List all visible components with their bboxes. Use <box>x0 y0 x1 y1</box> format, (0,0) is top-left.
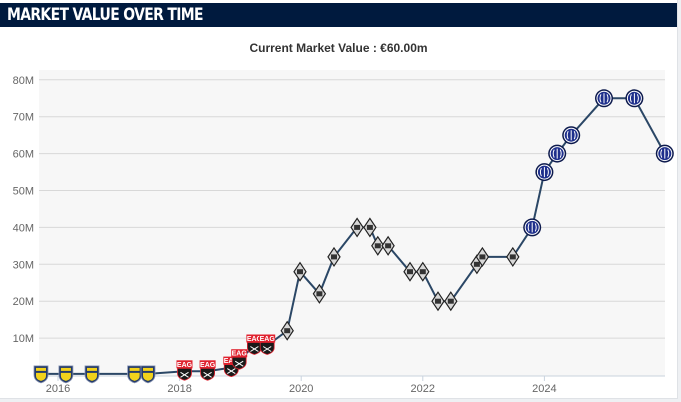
gladbach-crest-icon[interactable] <box>475 246 490 267</box>
gladbach-crest-icon[interactable] <box>371 235 385 256</box>
eag-crest-icon[interactable]: EAG <box>231 349 248 370</box>
x-tick-label: 2016 <box>46 383 70 395</box>
sochaux-crest-icon[interactable] <box>84 365 100 384</box>
svg-text:EAG: EAG <box>260 336 276 343</box>
x-tick-label: 2018 <box>167 383 191 395</box>
gladbach-crest-icon[interactable] <box>363 217 377 238</box>
gladbach-crest-icon[interactable] <box>506 246 520 267</box>
y-tick-label: 30M <box>13 259 34 271</box>
inter-crest-icon[interactable] <box>548 144 567 163</box>
svg-text:EAG: EAG <box>232 351 248 358</box>
gladbach-crest-icon[interactable] <box>381 235 395 256</box>
eag-crest-icon[interactable]: EAG <box>176 360 193 381</box>
svg-text:EAG: EAG <box>177 362 193 369</box>
y-axis-ticks: 10M 20M 30M 40M 50M 60M 70M 80M <box>13 75 34 345</box>
section-header: MARKET VALUE OVER TIME <box>0 3 677 27</box>
y-tick-label: 40M <box>13 222 34 234</box>
gladbach-crest-icon[interactable] <box>444 291 458 312</box>
x-tick-label: 2024 <box>532 383 556 395</box>
plot-background <box>39 70 665 376</box>
eag-crest-icon[interactable]: EAG <box>199 360 216 381</box>
gladbach-crest-icon[interactable] <box>350 217 364 238</box>
sochaux-crest-icon[interactable] <box>140 365 156 384</box>
y-tick-label: 70M <box>13 112 34 124</box>
gladbach-crest-icon[interactable] <box>403 261 417 282</box>
x-axis-ticks: 2016 2018 2020 2022 2024 <box>46 376 557 395</box>
gladbach-crest-icon[interactable] <box>416 261 430 282</box>
x-tick-label: 2020 <box>289 383 313 395</box>
section-title: MARKET VALUE OVER TIME <box>7 5 203 25</box>
y-tick-label: 10M <box>13 333 34 345</box>
inter-crest-icon[interactable] <box>595 89 613 108</box>
svg-text:EAG: EAG <box>200 362 216 369</box>
gladbach-crest-icon[interactable] <box>293 261 307 282</box>
current-market-value: Current Market Value : €60.00m <box>249 41 428 55</box>
inter-crest-icon[interactable] <box>523 218 542 237</box>
x-tick-label: 2022 <box>411 383 435 395</box>
y-tick-label: 60M <box>13 149 34 161</box>
y-tick-label: 20M <box>13 296 34 308</box>
inter-crest-icon[interactable] <box>562 126 581 145</box>
svg-text:EAG: EAG <box>247 336 263 343</box>
gladbach-crest-icon[interactable] <box>280 320 294 341</box>
gladbach-crest-icon[interactable] <box>327 246 341 267</box>
sochaux-crest-icon[interactable] <box>33 365 49 384</box>
inter-crest-icon[interactable] <box>625 89 644 108</box>
y-tick-label: 50M <box>13 186 34 198</box>
sochaux-crest-icon[interactable] <box>127 365 143 384</box>
eag-crest-icon[interactable]: EAG <box>259 334 276 355</box>
svg-text:EAG: EAG <box>224 358 240 365</box>
inter-crest-icon[interactable] <box>655 144 674 163</box>
sochaux-crest-icon[interactable] <box>58 365 74 384</box>
gladbach-crest-icon[interactable] <box>431 291 445 312</box>
inter-crest-icon[interactable] <box>535 163 554 182</box>
y-tick-label: 80M <box>13 75 34 87</box>
gladbach-crest-icon[interactable] <box>312 283 327 304</box>
